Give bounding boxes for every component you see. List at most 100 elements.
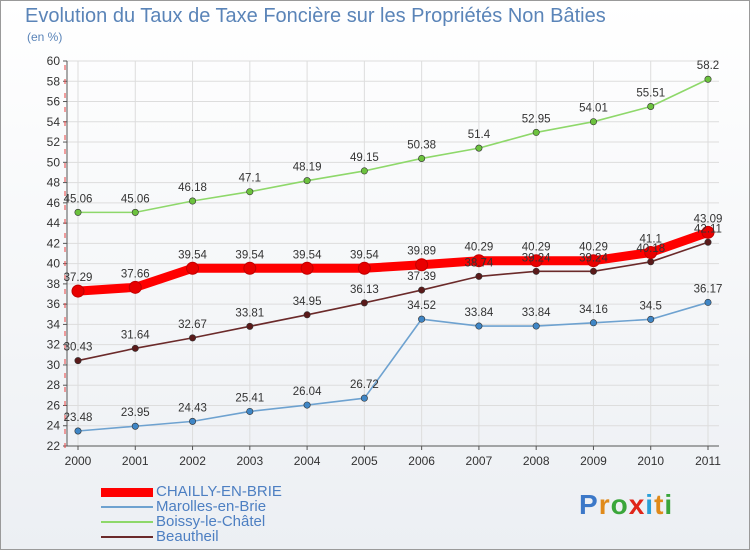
y-tick-label: 50 — [47, 155, 61, 169]
data-point — [704, 298, 712, 306]
data-point — [189, 197, 197, 205]
data-label: 45.06 — [64, 193, 93, 205]
data-label: 34.95 — [293, 296, 322, 308]
y-tick-label: 60 — [47, 54, 61, 68]
data-label: 51.4 — [468, 129, 491, 141]
data-label: 23.48 — [64, 412, 93, 424]
legend-label: Marolles-en-Brie — [156, 498, 267, 515]
data-label: 41.1 — [640, 233, 662, 245]
data-point — [360, 167, 368, 175]
series-line — [77, 78, 709, 214]
data-point — [586, 254, 600, 268]
data-label: 39.24 — [522, 252, 551, 264]
data-label: 43.09 — [694, 213, 723, 225]
y-tick-label: 54 — [47, 115, 61, 129]
data-label: 36.13 — [350, 284, 379, 296]
data-label: 34.52 — [407, 300, 436, 312]
proxiti-logo: Proxiti — [579, 489, 673, 521]
data-point — [472, 254, 486, 268]
data-label: 49.15 — [350, 152, 379, 164]
data-label: 25.41 — [235, 392, 264, 404]
data-label: 58.2 — [697, 60, 719, 72]
data-label: 33.81 — [235, 307, 264, 319]
data-label: 33.84 — [465, 307, 494, 319]
data-point — [475, 144, 483, 152]
y-tick-label: 52 — [47, 135, 61, 149]
data-point — [74, 208, 82, 216]
y-tick-label: 46 — [47, 196, 61, 210]
data-label: 32.67 — [178, 319, 207, 331]
data-point — [532, 128, 540, 136]
data-point — [71, 284, 85, 298]
data-point — [418, 286, 426, 294]
y-tick-label: 38 — [47, 277, 61, 291]
y-tick-label: 28 — [47, 378, 61, 392]
x-tick-label: 2001 — [122, 454, 149, 468]
data-label: 24.43 — [178, 402, 207, 414]
data-label: 40.29 — [465, 242, 494, 254]
logo-letter: t — [654, 489, 665, 520]
data-point — [300, 261, 314, 275]
data-label: 48.19 — [293, 162, 322, 174]
y-tick-label: 30 — [47, 358, 61, 372]
data-label: 26.04 — [293, 386, 322, 398]
x-tick-label: 2003 — [236, 454, 263, 468]
data-point — [360, 394, 368, 402]
data-point — [532, 267, 540, 275]
grid — [67, 60, 719, 447]
y-tick-label: 22 — [47, 439, 61, 453]
data-point — [704, 75, 712, 83]
logo-letter: x — [628, 489, 646, 520]
data-label: 54.01 — [579, 103, 608, 115]
series-line — [77, 241, 709, 362]
x-tick-label: 2010 — [637, 454, 664, 468]
data-point — [415, 258, 429, 272]
data-point — [303, 311, 311, 319]
data-label: 34.5 — [640, 300, 662, 312]
legend-swatch — [101, 506, 153, 508]
data-point — [360, 299, 368, 307]
data-point — [246, 188, 254, 196]
x-tick-label: 2006 — [408, 454, 435, 468]
data-label: 50.38 — [407, 139, 436, 151]
data-point — [475, 272, 483, 280]
data-point — [243, 261, 257, 275]
data-point — [303, 177, 311, 185]
logo-letter: r — [598, 489, 611, 520]
y-tick-label: 58 — [47, 74, 61, 88]
data-point — [704, 238, 712, 246]
data-label: 42.11 — [694, 223, 722, 235]
data-label: 33.84 — [522, 307, 551, 319]
chart-title: Evolution du Taux de Taxe Foncière sur l… — [25, 5, 606, 27]
data-label: 39.54 — [293, 249, 322, 261]
data-point — [131, 208, 139, 216]
legend-label: CHAILLY-EN-BRIE — [156, 483, 282, 500]
data-label: 40.29 — [522, 242, 551, 254]
x-tick-label: 2000 — [65, 454, 92, 468]
legend-swatch — [101, 487, 153, 497]
data-label: 37.29 — [64, 272, 93, 284]
data-label: 39.54 — [235, 249, 264, 261]
data-label: 23.95 — [121, 407, 150, 419]
legend-label: Boissy-le-Châtel — [156, 513, 266, 530]
data-label: 36.17 — [694, 283, 723, 295]
data-label: 39.89 — [407, 246, 436, 258]
data-point — [647, 315, 655, 323]
data-point — [74, 357, 82, 365]
data-point — [246, 407, 254, 415]
data-point — [186, 261, 200, 275]
x-tick-label: 2002 — [179, 454, 206, 468]
data-label: 55.51 — [636, 87, 665, 99]
data-label: 30.43 — [64, 342, 93, 354]
data-label: 37.66 — [121, 268, 150, 280]
data-label: 45.06 — [121, 193, 150, 205]
logo-letter: i — [645, 489, 655, 520]
data-point — [647, 258, 655, 266]
data-point — [131, 422, 139, 430]
x-tick-label: 2005 — [351, 454, 378, 468]
data-point — [189, 417, 197, 425]
data-label: 31.64 — [121, 329, 150, 341]
data-label: 40.18 — [636, 243, 665, 255]
axes: 22 24 26 28 30 32 34 36 38 40 42 44 46 48 50 52 54 56 58 60… — [47, 54, 722, 468]
